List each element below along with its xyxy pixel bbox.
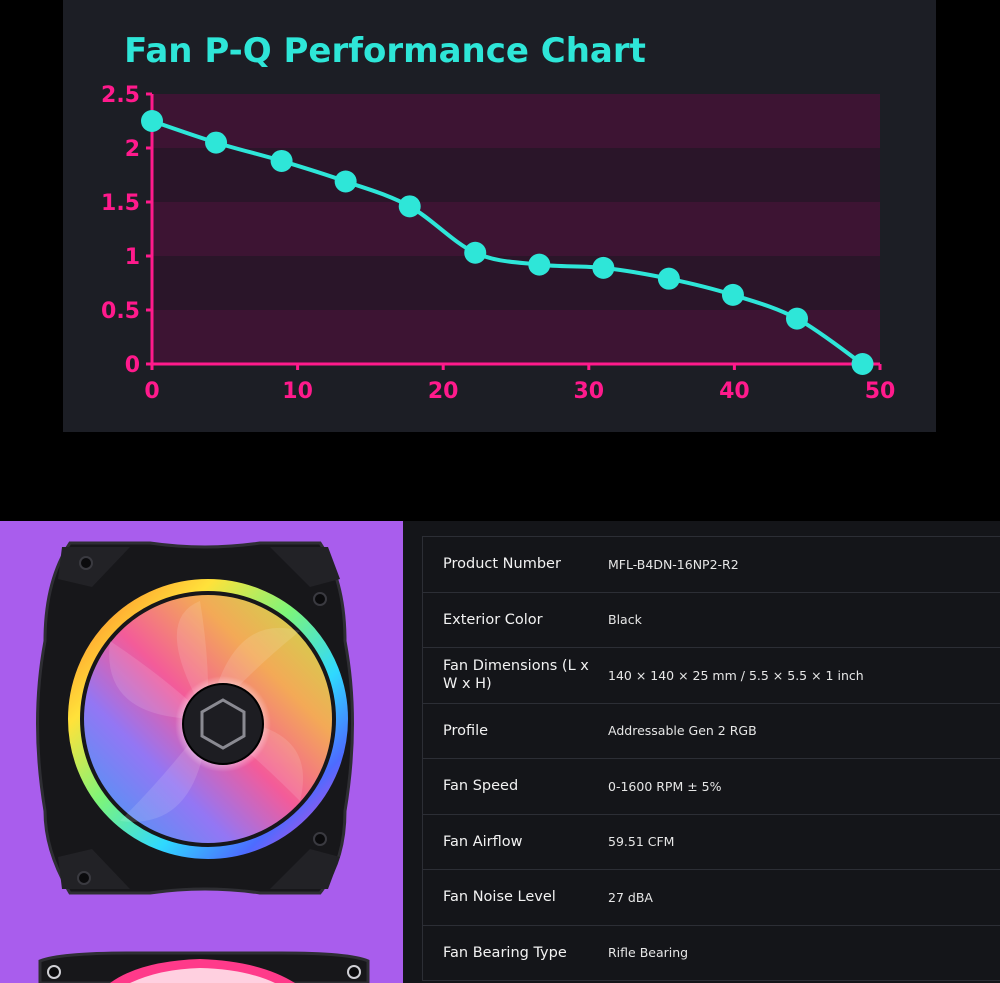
- spec-row: Fan Speed 0-1600 RPM ± 5%: [422, 759, 1000, 815]
- data-point: [657, 267, 680, 290]
- data-point: [592, 256, 615, 279]
- spec-label: Fan Dimensions (L x W x H): [443, 658, 589, 693]
- pq-chart: Fan P-Q Performance Chart 0 0.5 1 1.5 2 2.5 0 10…: [101, 31, 896, 404]
- spec-value: 0-1600 RPM ± 5%: [608, 778, 722, 794]
- spec-label: Profile: [443, 722, 489, 739]
- spec-label: Fan Speed: [443, 778, 519, 795]
- specs-table: Product Number MFL-B4DN-16NP2-R2 Exterior …: [422, 536, 1000, 981]
- y-tick-label: 0.5: [101, 299, 140, 324]
- chart-panel: Fan P-Q Performance Chart 0 0.5 1 1.5 2 2.5 0 10…: [63, 0, 936, 432]
- data-point: [528, 253, 551, 276]
- product-image-panel: [0, 521, 403, 983]
- spec-value: 27 dBA: [608, 889, 653, 905]
- spec-label: Fan Bearing Type: [443, 944, 567, 961]
- data-point: [205, 131, 228, 154]
- grid-band: [152, 94, 880, 148]
- spec-row: Fan Noise Level 27 dBA: [422, 870, 1000, 926]
- x-tick-label: 0: [144, 379, 159, 404]
- spec-label: Exterior Color: [443, 611, 543, 628]
- data-point: [270, 149, 293, 172]
- spec-value: 140 × 140 × 25 mm / 5.5 × 5.5 × 1 inch: [608, 667, 864, 683]
- spec-value: Black: [608, 612, 642, 628]
- spec-value: Addressable Gen 2 RGB: [608, 723, 757, 739]
- data-point: [851, 353, 874, 375]
- data-point: [398, 195, 421, 218]
- y-tick-label: 0: [125, 353, 140, 378]
- spec-row: Fan Bearing Type Rifle Bearing: [422, 925, 1000, 981]
- spec-label: Product Number: [443, 556, 561, 573]
- cooler-master-logo-icon: [200, 698, 246, 750]
- spec-label: Fan Airflow: [443, 833, 523, 850]
- x-tick-label: 20: [428, 379, 459, 404]
- x-tick-label: 30: [573, 379, 604, 404]
- grid-band: [152, 202, 880, 256]
- data-point: [721, 283, 744, 306]
- spec-row: Product Number MFL-B4DN-16NP2-R2: [422, 537, 1000, 593]
- spec-row: Fan Airflow 59.51 CFM: [422, 814, 1000, 870]
- y-tick-label: 2.5: [101, 83, 140, 108]
- data-point: [464, 241, 487, 264]
- specs-panel: Product Number MFL-B4DN-16NP2-R2 Exterior …: [403, 521, 1000, 983]
- data-point: [141, 110, 163, 132]
- x-tick-label: 50: [865, 379, 896, 404]
- spec-row: Profile Addressable Gen 2 RGB: [422, 703, 1000, 759]
- y-tick-label: 2: [125, 137, 140, 162]
- y-tick-label: 1.5: [101, 191, 140, 216]
- x-tick-label: 10: [282, 379, 313, 404]
- chart-title: Fan P-Q Performance Chart: [124, 31, 646, 71]
- rgb-case-fan-icon: [36, 541, 370, 983]
- data-point: [334, 170, 357, 193]
- spec-label: Fan Noise Level: [443, 889, 556, 906]
- spec-value: Rifle Bearing: [608, 945, 689, 961]
- data-point: [786, 307, 809, 330]
- x-tick-label: 40: [719, 379, 750, 404]
- spec-value: MFL-B4DN-16NP2-R2: [608, 556, 739, 572]
- spec-row: Fan Dimensions (L x W x H) 140 × 140 × 25…: [422, 648, 1000, 704]
- grid-band: [152, 310, 880, 364]
- y-tick-label: 1: [125, 245, 140, 270]
- spec-value: 59.51 CFM: [608, 834, 675, 850]
- spec-row: Exterior Color Black: [422, 592, 1000, 648]
